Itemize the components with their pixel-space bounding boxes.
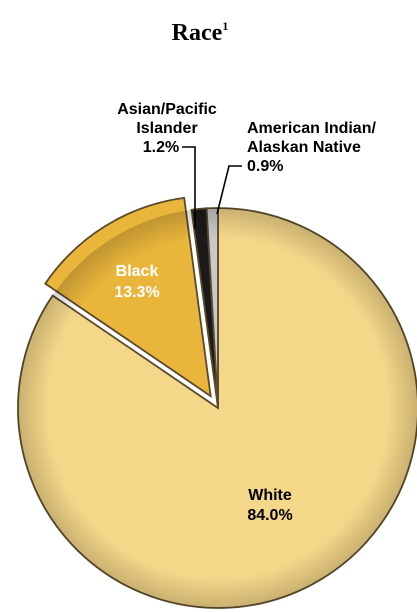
chart-title-footnote-marker: 1 xyxy=(222,19,228,33)
slice-value-american-indian: 0.9% xyxy=(247,158,283,175)
slice-label-american-indian-line1: American Indian/ xyxy=(247,120,376,137)
slice-label-asian-pacific-line1: Asian/Pacific xyxy=(117,101,217,118)
slice-label-white: White xyxy=(248,487,292,504)
pie-labels: White 84.0% Black 13.3% Asian/Pacific Islande… xyxy=(114,101,376,524)
slice-label-asian-pacific-line2: Islander xyxy=(136,120,197,137)
slice-value-white: 84.0% xyxy=(247,507,292,524)
slice-value-asian-pacific: 1.2% xyxy=(143,139,179,156)
leader-line-american-indian xyxy=(216,165,242,215)
slice-label-american-indian-line2: Alaskan Native xyxy=(247,139,361,156)
chart-title: Race1 xyxy=(172,19,229,46)
leader-line-asian-pacific xyxy=(182,146,196,229)
slice-label-black: Black xyxy=(116,263,159,280)
pie-shading xyxy=(18,208,417,608)
chart-title-text: Race xyxy=(172,20,223,46)
pie-slices xyxy=(17,196,417,609)
slice-value-black: 13.3% xyxy=(114,284,159,301)
